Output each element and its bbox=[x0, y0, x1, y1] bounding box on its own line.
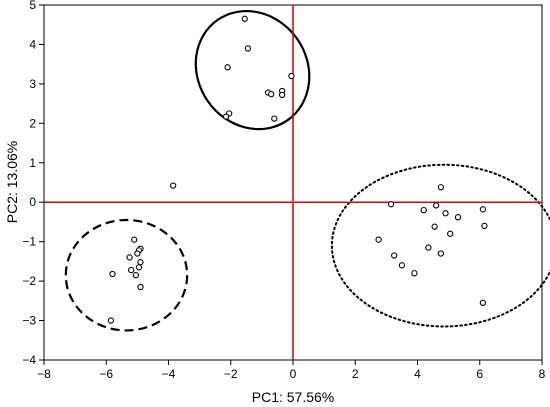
data-point bbox=[271, 115, 278, 122]
cluster-ellipse-dashed bbox=[64, 218, 189, 332]
x-tick-label: 4 bbox=[414, 367, 421, 381]
data-point bbox=[222, 113, 230, 120]
y-tick-label: 5 bbox=[29, 0, 36, 12]
data-point bbox=[431, 223, 438, 230]
y-tick-label: 0 bbox=[29, 195, 36, 209]
data-point bbox=[375, 236, 382, 243]
reference-lines bbox=[44, 5, 542, 360]
cluster-ellipse-solid bbox=[194, 9, 311, 131]
data-point bbox=[132, 272, 139, 279]
x-tick-label: −4 bbox=[162, 367, 176, 381]
x-tick-label: −8 bbox=[37, 367, 51, 381]
data-point bbox=[126, 254, 133, 261]
x-axis-ticks: −8 −6 −4 −2 0 2 4 6 8 bbox=[37, 360, 546, 381]
data-point bbox=[398, 262, 406, 269]
data-point bbox=[425, 244, 432, 251]
x-tick-label: 8 bbox=[539, 367, 546, 381]
data-point bbox=[437, 184, 444, 191]
data-point bbox=[442, 210, 449, 217]
data-point bbox=[170, 182, 177, 189]
y-tick-label: −4 bbox=[22, 353, 36, 367]
data-point bbox=[391, 252, 398, 259]
x-tick-label: 2 bbox=[352, 367, 359, 381]
data-point bbox=[433, 202, 440, 209]
cluster-ellipse-dotted bbox=[330, 163, 550, 328]
y-tick-label: 1 bbox=[29, 156, 36, 170]
data-points bbox=[107, 15, 488, 324]
data-point bbox=[479, 206, 487, 213]
data-point bbox=[447, 230, 454, 237]
y-axis-ticks: −4 −3 −2 −1 0 1 2 3 4 5 bbox=[22, 0, 44, 367]
cluster-ellipses bbox=[64, 9, 550, 332]
data-point bbox=[244, 45, 252, 52]
y-axis-title: PC2: 13.06% bbox=[4, 141, 20, 224]
x-axis-title: PC1: 57.56% bbox=[252, 389, 335, 405]
data-point bbox=[134, 250, 141, 257]
data-point bbox=[481, 222, 488, 230]
data-point bbox=[241, 15, 248, 22]
y-tick-label: −2 bbox=[22, 274, 36, 288]
data-point bbox=[268, 90, 275, 98]
data-point bbox=[127, 266, 135, 274]
data-point bbox=[288, 72, 295, 80]
y-tick-label: 2 bbox=[29, 116, 36, 130]
data-point bbox=[479, 299, 487, 306]
data-point bbox=[411, 270, 418, 277]
data-point bbox=[137, 283, 144, 291]
y-tick-label: −3 bbox=[22, 314, 36, 328]
data-point bbox=[278, 91, 286, 99]
y-tick-label: 3 bbox=[29, 77, 36, 91]
data-point bbox=[420, 206, 427, 214]
data-point bbox=[137, 259, 144, 266]
x-tick-label: −6 bbox=[99, 367, 113, 381]
x-tick-label: 6 bbox=[476, 367, 483, 381]
y-tick-label: 4 bbox=[29, 37, 36, 51]
data-point bbox=[454, 214, 462, 221]
x-tick-label: −2 bbox=[224, 367, 238, 381]
data-point bbox=[437, 250, 444, 257]
data-point bbox=[107, 317, 115, 324]
y-tick-label: −1 bbox=[22, 235, 36, 249]
data-point bbox=[224, 64, 231, 71]
data-point bbox=[387, 201, 395, 208]
data-point bbox=[135, 264, 143, 271]
data-point bbox=[109, 270, 116, 278]
data-point bbox=[131, 236, 138, 243]
x-tick-label: 0 bbox=[290, 367, 297, 381]
